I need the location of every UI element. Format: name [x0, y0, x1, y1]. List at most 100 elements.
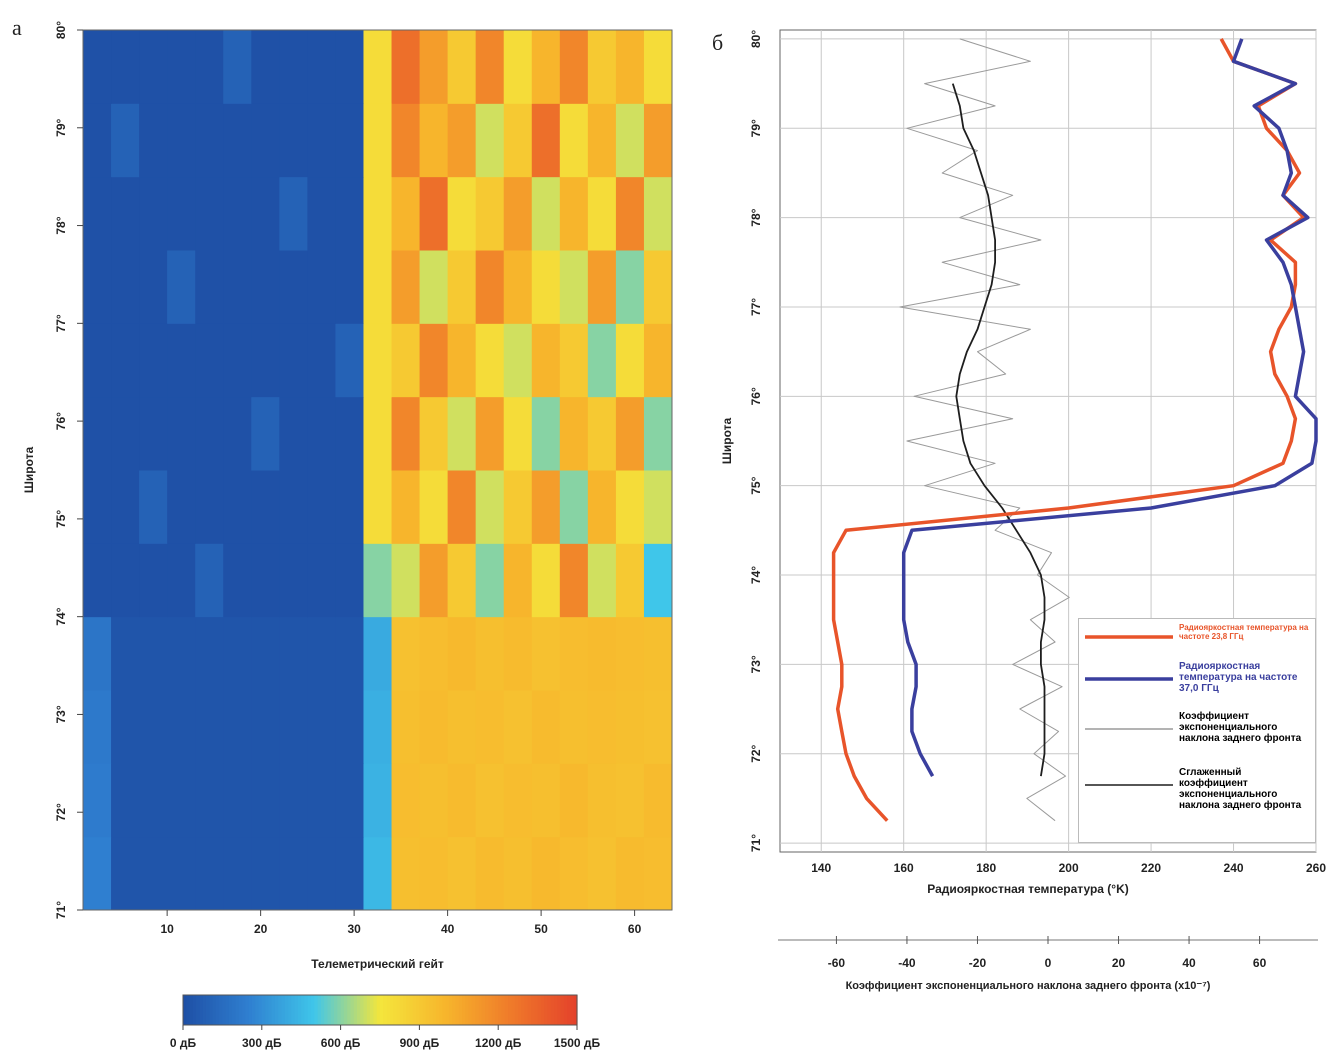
- heat-cell: [279, 470, 308, 544]
- y-tick-label: 71°: [749, 834, 763, 852]
- heat-cell: [419, 250, 449, 324]
- colorbar-swatch: [268, 995, 273, 1025]
- colorbar-swatch: [219, 995, 223, 1025]
- y-axis-label: Широта: [22, 447, 36, 494]
- colorbar-swatch: [255, 995, 260, 1025]
- colorbar-swatch: [320, 995, 325, 1025]
- colorbar-swatch: [383, 995, 388, 1025]
- colorbar-swatch: [386, 995, 391, 1025]
- colorbar-swatch: [567, 995, 572, 1025]
- heat-cell: [615, 470, 645, 544]
- colorbar-swatch: [284, 995, 289, 1025]
- colorbar-swatch: [389, 995, 394, 1025]
- heat-cell: [335, 323, 364, 398]
- heat-cell: [167, 470, 196, 544]
- heat-cell: [559, 30, 589, 104]
- colorbar-swatch: [445, 995, 450, 1025]
- heat-cell: [307, 616, 336, 691]
- x2-tick-label: -60: [828, 956, 846, 970]
- heat-cell: [587, 543, 617, 618]
- heat-cell: [139, 836, 168, 911]
- colorbar-swatch: [448, 995, 453, 1025]
- colorbar-swatch: [324, 995, 329, 1025]
- heat-cell: [83, 690, 112, 764]
- heat-cell: [419, 470, 449, 544]
- heat-cell: [615, 323, 645, 398]
- heat-cell: [251, 30, 280, 104]
- heat-cell: [503, 690, 533, 764]
- heat-cell: [167, 176, 196, 251]
- heat-cell: [335, 176, 364, 251]
- heat-cell: [447, 250, 477, 324]
- heat-cell: [167, 30, 196, 104]
- colorbar-swatch: [291, 995, 296, 1025]
- colorbar-swatch: [471, 995, 476, 1025]
- colorbar-swatch: [409, 995, 414, 1025]
- heat-cell: [587, 396, 617, 471]
- heat-cell: [223, 763, 252, 838]
- series-line: [899, 38, 1070, 822]
- heat-cell: [559, 396, 589, 471]
- heat-cell: [307, 323, 336, 398]
- colorbar-swatch: [271, 995, 276, 1025]
- heat-cell: [503, 176, 533, 251]
- heat-cell: [643, 836, 673, 911]
- y-tick-label: 77°: [749, 298, 763, 316]
- colorbar-swatch: [245, 995, 250, 1025]
- colorbar-swatch: [429, 995, 434, 1025]
- x-axis-label: Радиояркостная температура (°K): [927, 882, 1129, 896]
- heat-cell: [643, 690, 673, 764]
- heat-cell: [307, 30, 336, 104]
- heat-cell: [307, 543, 336, 618]
- heat-cell: [363, 396, 393, 471]
- heat-cell: [167, 616, 196, 691]
- colorbar-swatch: [416, 995, 420, 1025]
- heat-cell: [475, 176, 505, 251]
- heat-cell: [363, 30, 393, 104]
- heat-cell: [279, 250, 308, 324]
- heat-cell: [111, 543, 140, 618]
- heat-cell: [195, 836, 224, 911]
- heat-cell: [391, 176, 421, 251]
- heat-cell: [503, 616, 533, 691]
- colorbar-swatch: [183, 995, 187, 1025]
- heat-cell: [363, 690, 393, 764]
- colorbar-swatch: [360, 995, 365, 1025]
- heat-cell: [643, 616, 673, 691]
- colorbar-swatch: [294, 995, 299, 1025]
- colorbar-swatch: [563, 995, 568, 1025]
- colorbar-swatch: [317, 995, 322, 1025]
- y-tick-label: 75°: [749, 476, 763, 494]
- heat-cell: [335, 616, 364, 691]
- colorbar-swatch: [573, 995, 578, 1025]
- heat-cell: [447, 763, 477, 838]
- y-tick-label: 80°: [54, 21, 68, 39]
- heat-cell: [111, 323, 140, 398]
- heat-cell: [391, 690, 421, 764]
- heat-cell: [335, 763, 364, 838]
- heat-cell: [391, 103, 421, 178]
- heat-cell: [615, 103, 645, 178]
- heat-cell: [475, 103, 505, 178]
- heat-cell: [195, 176, 224, 251]
- colorbar-tick-label: 900 дБ: [400, 1036, 440, 1050]
- x-tick-label: 40: [441, 922, 455, 936]
- colorbar-swatch: [540, 995, 545, 1025]
- heat-cell: [139, 543, 168, 618]
- heat-cell: [223, 250, 252, 324]
- heat-cell: [531, 103, 561, 178]
- heat-cell: [559, 250, 589, 324]
- x2-tick-label: 60: [1253, 956, 1267, 970]
- colorbar-swatch: [570, 995, 575, 1025]
- colorbar-swatch: [186, 995, 191, 1025]
- heat-cell: [643, 250, 673, 324]
- x-tick-label: 140: [811, 861, 831, 875]
- heat-cell: [167, 836, 196, 911]
- heat-cell: [615, 836, 645, 911]
- heat-cell: [139, 323, 168, 398]
- heat-cell: [307, 103, 336, 178]
- heat-cell: [167, 543, 196, 618]
- heat-cell: [111, 470, 140, 544]
- colorbar-swatch: [222, 995, 227, 1025]
- heat-cell: [307, 176, 336, 251]
